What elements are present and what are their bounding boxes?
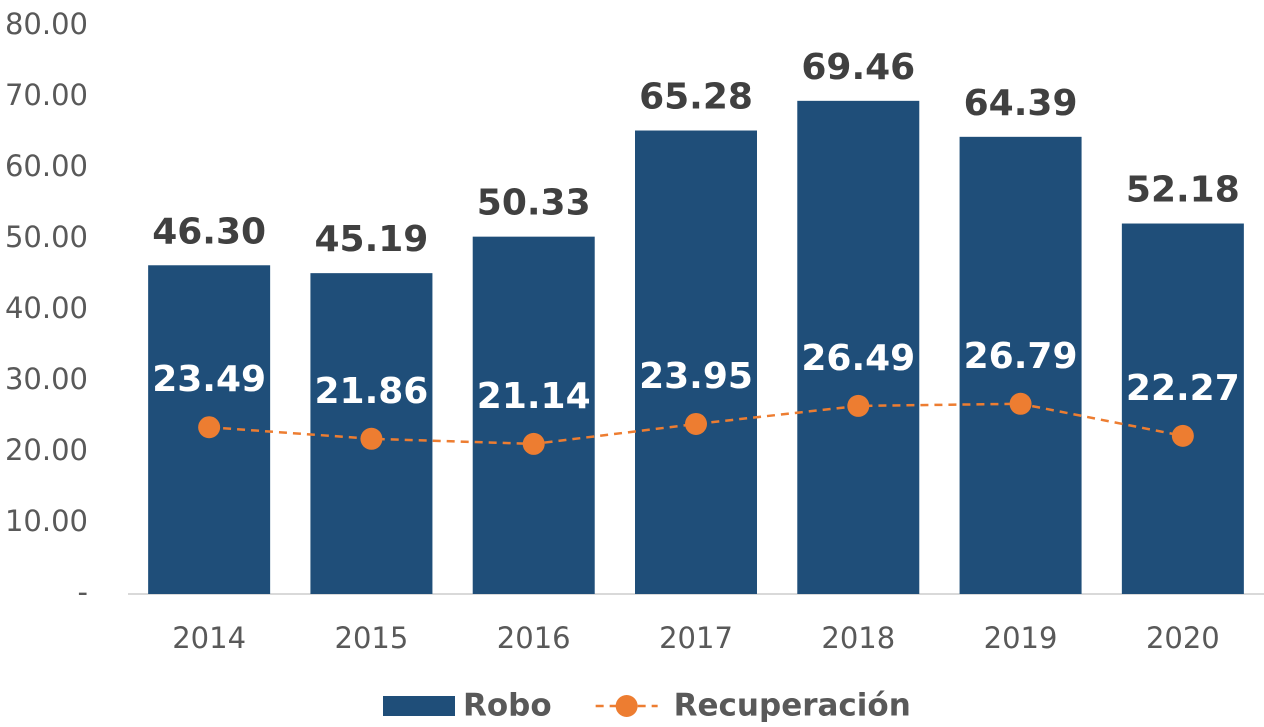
value-label: 21.86 xyxy=(314,371,428,412)
x-tick-label: 2016 xyxy=(497,621,571,655)
point xyxy=(685,412,707,435)
point xyxy=(1171,424,1194,447)
y-tick-label: 80.00 xyxy=(5,7,88,41)
bar xyxy=(797,100,920,595)
value-label: 45.19 xyxy=(314,219,428,260)
value-label: 26.49 xyxy=(801,338,915,379)
value-label: 46.30 xyxy=(152,211,266,252)
y-tick-label: 40.00 xyxy=(5,291,88,325)
point xyxy=(1009,392,1032,415)
y-tick-label: 50.00 xyxy=(5,220,88,254)
y-tick-label: 10.00 xyxy=(5,504,88,538)
x-tick-label: 2018 xyxy=(821,621,895,655)
value-label: 65.28 xyxy=(639,77,753,118)
legend-label: Robo xyxy=(463,688,552,724)
value-label: 64.39 xyxy=(964,83,1078,124)
x-tick-label: 2015 xyxy=(335,621,409,655)
legend-swatch xyxy=(615,695,638,717)
bar xyxy=(472,236,595,595)
x-tick-label: 2020 xyxy=(1146,621,1220,655)
y-tick-label: 60.00 xyxy=(5,149,88,183)
value-label: 23.95 xyxy=(639,356,753,397)
bar xyxy=(959,136,1082,594)
legend-label: Recuperación xyxy=(674,688,911,724)
value-label: 23.49 xyxy=(152,359,266,400)
y-tick-label: 70.00 xyxy=(5,78,88,112)
bar xyxy=(635,130,757,594)
point xyxy=(522,432,545,455)
bar xyxy=(1121,223,1244,594)
x-tick-label: 2014 xyxy=(172,621,246,655)
value-label: 50.33 xyxy=(477,183,591,224)
point xyxy=(198,416,221,439)
y-tick-label: - xyxy=(78,575,88,609)
value-label: 22.27 xyxy=(1126,368,1240,409)
y-tick-label: 20.00 xyxy=(5,433,88,467)
value-label: 21.14 xyxy=(477,376,591,417)
value-label: 69.46 xyxy=(801,47,915,88)
x-tick-label: 2019 xyxy=(984,621,1058,655)
value-label: 26.79 xyxy=(964,336,1078,377)
legend-swatch xyxy=(383,696,455,716)
y-tick-label: 30.00 xyxy=(5,362,88,396)
x-tick-label: 2017 xyxy=(659,621,733,655)
point xyxy=(360,427,383,450)
point xyxy=(847,394,870,417)
value-label: 52.18 xyxy=(1126,170,1240,211)
